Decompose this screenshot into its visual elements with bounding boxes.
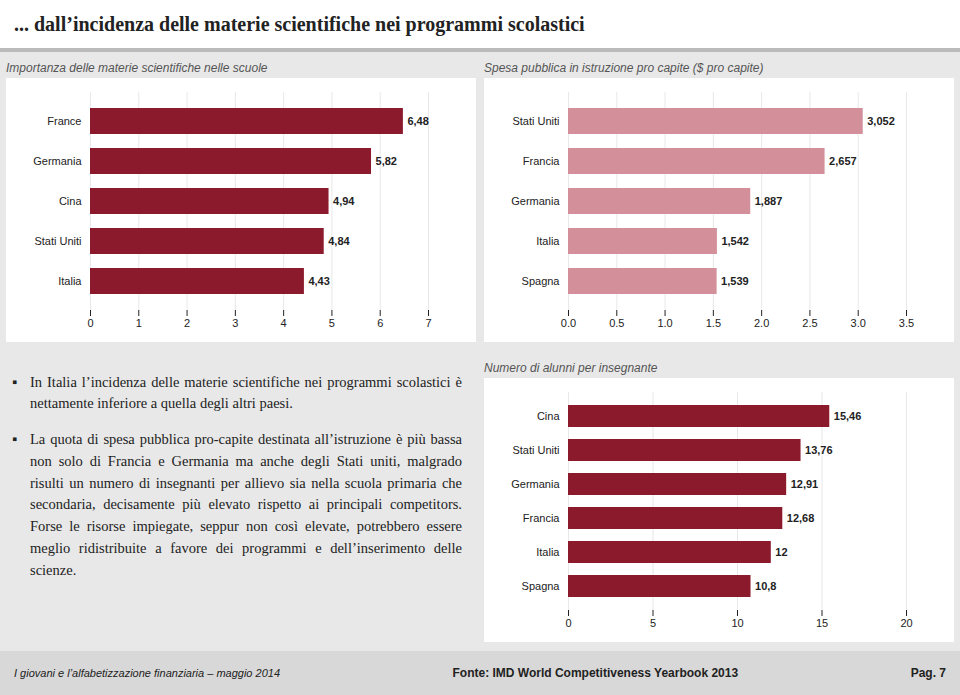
html-text:Pag. 7: Pag. 7: [910, 666, 946, 680]
svg-text:3: 3: [232, 317, 238, 329]
svg-text:15: 15: [816, 617, 828, 629]
html-text:Spesa pubblica in istruzione p: Spesa pubblica in istruzione pro capite …: [484, 61, 764, 75]
svg-text:5: 5: [650, 617, 656, 629]
svg-text:10,8: 10,8: [755, 580, 776, 592]
svg-text:2: 2: [184, 317, 190, 329]
svg-text:0.0: 0.0: [561, 317, 576, 329]
svg-text:4,43: 4,43: [308, 275, 329, 287]
svg-text:Stati Uniti: Stati Uniti: [34, 235, 81, 247]
html-text:Numero di alunni per insegnant: Numero di alunni per insegnante: [484, 360, 658, 375]
svg-text:Cina: Cina: [537, 410, 561, 422]
svg-text:7: 7: [425, 317, 431, 329]
svg-text:Italia: Italia: [536, 235, 560, 247]
svg-text:3,052: 3,052: [867, 115, 895, 127]
svg-text:2.0: 2.0: [754, 317, 769, 329]
svg-text:Cina: Cina: [59, 195, 83, 207]
svg-text:Francia: Francia: [523, 155, 561, 167]
html-text:I giovani e l’alfabetizzazione: I giovani e l’alfabetizzazione finanziar…: [14, 667, 280, 679]
svg-text:5: 5: [329, 317, 335, 329]
html-text:Fonte: IMD World Competitivene: Fonte: IMD World Competitiveness Yearboo…: [452, 666, 739, 680]
svg-text:Spagna: Spagna: [522, 275, 561, 287]
svg-text:6: 6: [377, 317, 383, 329]
svg-text:2,657: 2,657: [829, 155, 857, 167]
svg-text:6,48: 6,48: [407, 115, 428, 127]
svg-text:0: 0: [87, 317, 93, 329]
svg-text:France: France: [47, 115, 81, 127]
svg-text:Germania: Germania: [511, 195, 560, 207]
svg-text:4: 4: [281, 317, 287, 329]
svg-text:0.5: 0.5: [609, 317, 624, 329]
svg-text:12: 12: [775, 546, 787, 558]
svg-text:Stati Uniti: Stati Uniti: [512, 115, 559, 127]
svg-text:13,76: 13,76: [805, 444, 833, 456]
svg-text:12,68: 12,68: [787, 512, 815, 524]
svg-text:Germania: Germania: [33, 155, 82, 167]
svg-text:3.0: 3.0: [851, 317, 866, 329]
svg-text:15,46: 15,46: [834, 410, 862, 422]
svg-text:20: 20: [900, 617, 912, 629]
svg-text:Francia: Francia: [523, 512, 561, 524]
svg-text:Spagna: Spagna: [522, 580, 561, 592]
svg-text:0: 0: [565, 617, 571, 629]
svg-text:Stati Uniti: Stati Uniti: [512, 444, 559, 456]
svg-text:Italia: Italia: [58, 275, 82, 287]
html-text:La quota di spesa pubblica pro: La quota di spesa pubblica pro-capite de…: [30, 431, 462, 578]
html-text:In Italia l’incidenza delle ma: In Italia l’incidenza delle materie scie…: [30, 373, 462, 412]
svg-text:10: 10: [731, 617, 743, 629]
svg-text:4,94: 4,94: [333, 195, 355, 207]
svg-text:1,539: 1,539: [721, 275, 749, 287]
svg-text:1.0: 1.0: [657, 317, 672, 329]
svg-text:12,91: 12,91: [791, 478, 819, 490]
svg-text:1,887: 1,887: [755, 195, 783, 207]
svg-text:2.5: 2.5: [802, 317, 817, 329]
svg-text:1: 1: [136, 317, 142, 329]
html-text:... dall’incidenza delle mater: ... dall’incidenza delle materie scienti…: [14, 12, 585, 35]
html-text:Importanza delle materie scien: Importanza delle materie scientifiche ne…: [6, 61, 268, 75]
svg-text:Germania: Germania: [511, 478, 560, 490]
svg-text:Italia: Italia: [536, 546, 560, 558]
svg-text:1.5: 1.5: [706, 317, 721, 329]
svg-text:4,84: 4,84: [328, 235, 350, 247]
svg-text:3.5: 3.5: [899, 317, 914, 329]
svg-text:1,542: 1,542: [721, 235, 749, 247]
svg-text:5,82: 5,82: [376, 155, 397, 167]
